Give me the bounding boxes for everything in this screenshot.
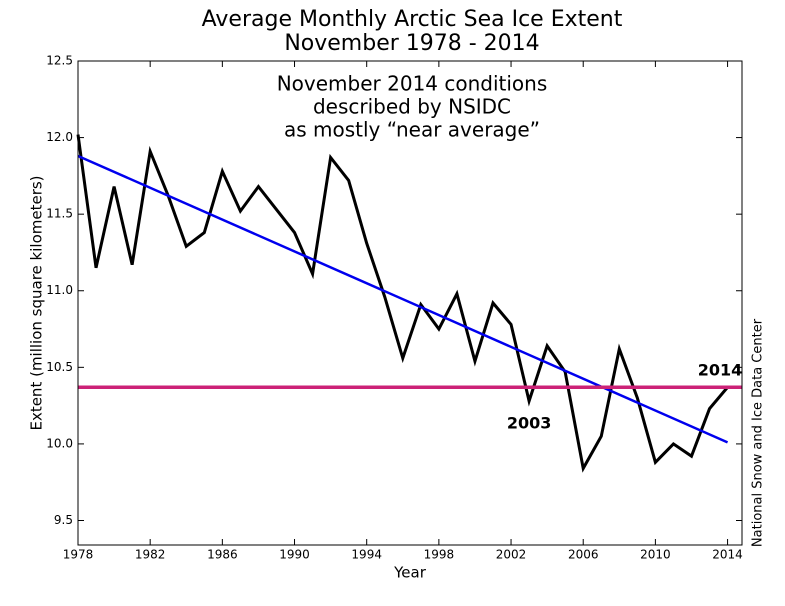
annotation: as mostly “near average” — [284, 118, 540, 142]
y-tick-label: 11.0 — [46, 283, 73, 297]
y-tick-label: 12.5 — [46, 54, 73, 68]
x-axis-label: Year — [393, 564, 427, 582]
x-tick-label: 2002 — [496, 548, 527, 562]
x-tick-label: 1998 — [424, 548, 455, 562]
x-tick-label: 2010 — [640, 548, 671, 562]
annotation: November 2014 conditions — [277, 72, 548, 96]
y-axis-label: Extent (million square kilometers) — [28, 175, 46, 430]
plot-frame — [77, 60, 743, 546]
chart-subtitle: November 1978 - 2014 — [284, 31, 539, 56]
annotation: described by NSIDC — [313, 95, 511, 119]
y-tick-label: 10.0 — [46, 436, 73, 450]
trend-line — [77, 154, 729, 444]
x-tick-label: 1982 — [135, 548, 166, 562]
x-tick-label: 2014 — [712, 548, 743, 562]
x-tick-label: 1990 — [279, 548, 310, 562]
x-tick-label: 1978 — [63, 548, 94, 562]
source-label: National Snow and Ice Data Center — [751, 318, 766, 547]
y-tick-label: 10.5 — [46, 360, 73, 374]
x-tick-label: 1986 — [207, 548, 238, 562]
x-tick-label: 2006 — [568, 548, 599, 562]
x-tick-label: 1994 — [351, 548, 382, 562]
chart-title: Average Monthly Arctic Sea Ice Extent — [202, 7, 623, 32]
y-tick-label: 9.5 — [54, 513, 73, 527]
y-tick-label: 12.0 — [46, 130, 73, 144]
y-tick-label: 11.5 — [46, 207, 73, 221]
point-label: 2014 — [698, 361, 743, 380]
series-line — [76, 134, 729, 473]
point-label: 2003 — [507, 414, 552, 433]
